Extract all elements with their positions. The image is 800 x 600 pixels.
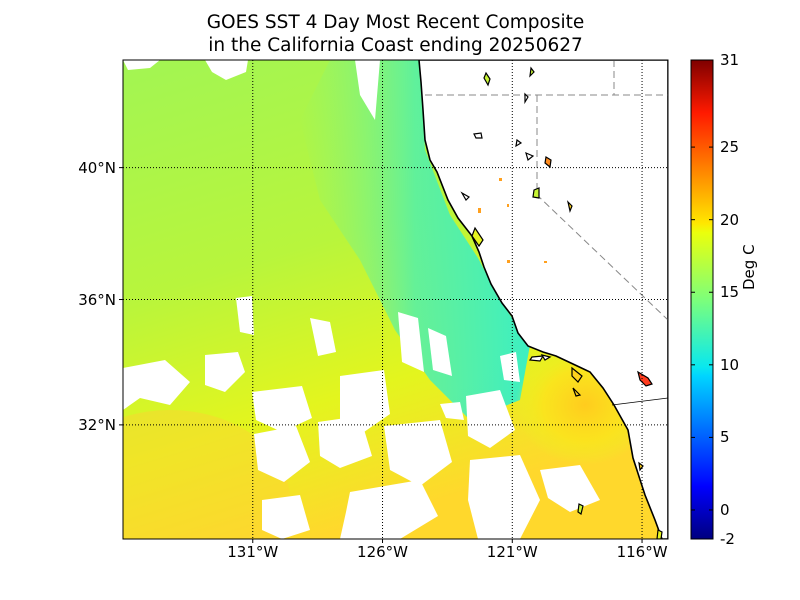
inland-lakes (460, 66, 663, 539)
lat-label: 40°N (78, 158, 116, 177)
us-mexico-border (611, 397, 668, 406)
graticule (123, 60, 668, 539)
southwest-warm-region (123, 410, 290, 539)
colorbar-tick-label: 31 (720, 51, 740, 69)
colorbar-tick-label: 25 (720, 138, 740, 157)
colorbar-label: Deg C (740, 244, 758, 290)
lon-label: 116°W (616, 543, 668, 561)
chart-title-line-2: in the California Coast ending 20250627 (208, 35, 583, 56)
lon-label: 121°W (486, 543, 538, 561)
lon-label: 126°W (357, 543, 408, 561)
colorbar-tick-label: 10 (720, 355, 740, 374)
nearshore-cool-band (300, 60, 530, 420)
lat-label: 36°N (78, 290, 116, 309)
lat-label: 32°N (78, 415, 116, 434)
cloud-gaps (123, 60, 600, 539)
small-reservoirs (478, 178, 547, 263)
lon-label: 131°W (227, 543, 279, 561)
axis-ticks (119, 167, 643, 543)
colorbar-tick-label: 15 (720, 283, 740, 302)
colorbar-tick-label: 0 (720, 500, 730, 519)
colorbar-tick-label: 20 (720, 210, 740, 229)
colorbar-ticks (691, 59, 713, 540)
colorbar (690, 59, 714, 540)
colorbar-tick-label: 5 (720, 428, 730, 447)
chart-title-line-1: GOES SST 4 Day Most Recent Composite (206, 12, 585, 33)
colorbar-tick-label: -2 (720, 530, 735, 548)
